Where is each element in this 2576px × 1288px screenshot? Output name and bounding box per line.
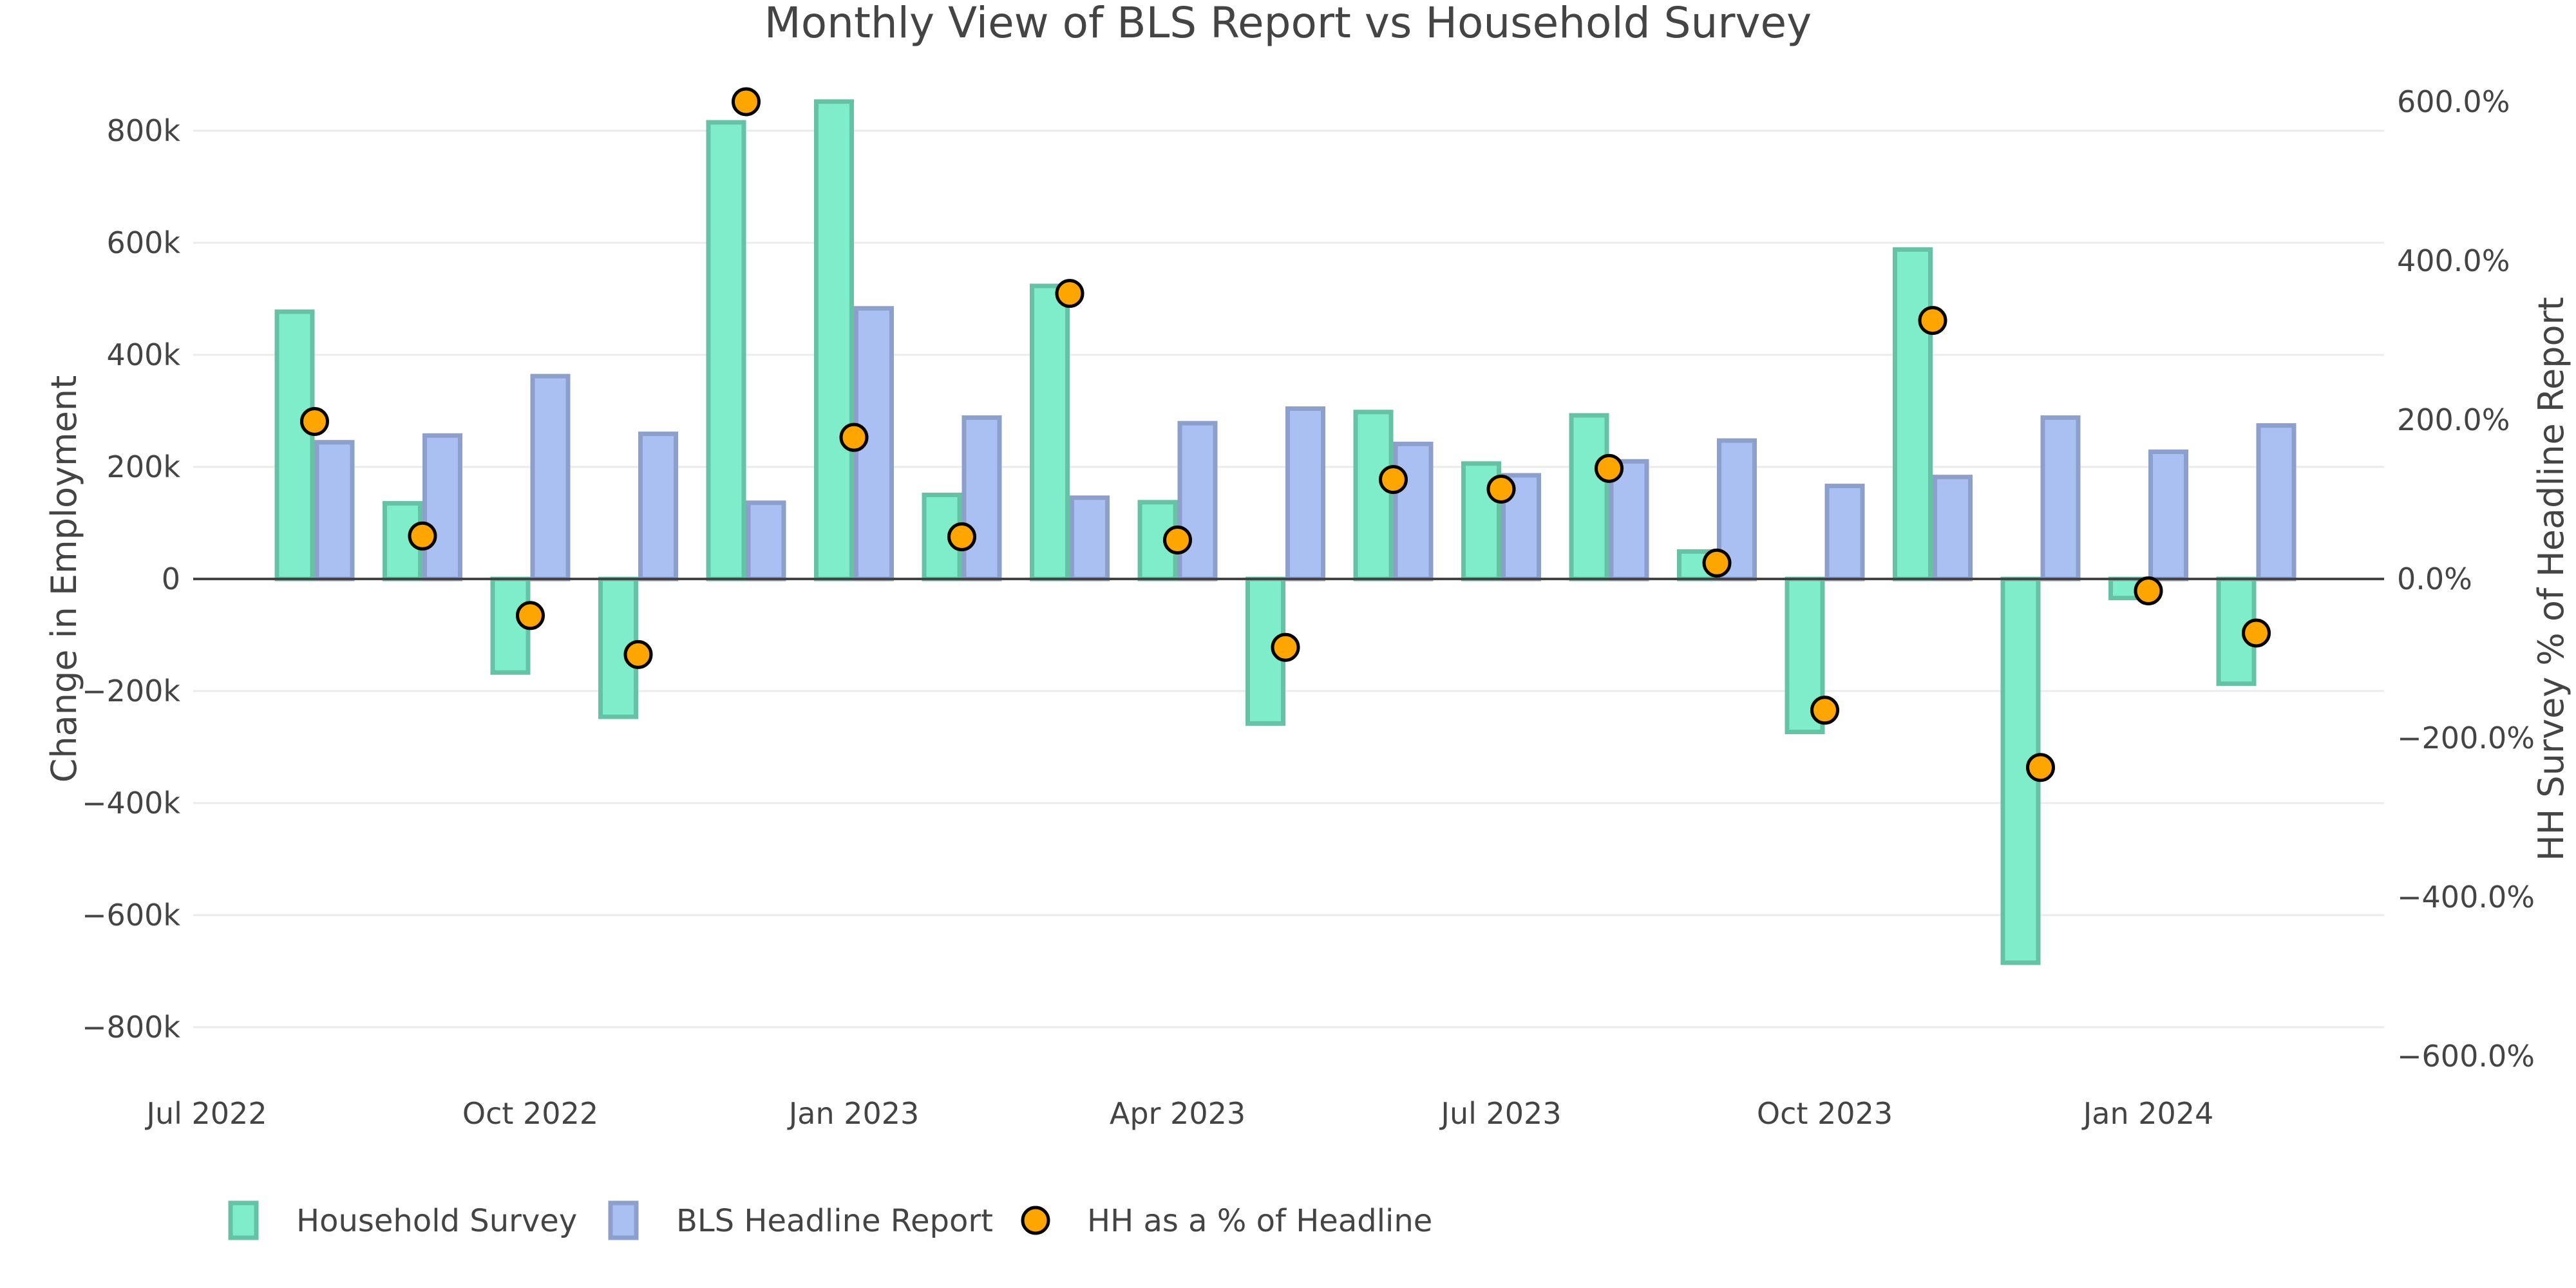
y-tick-label: 200k [107, 450, 181, 484]
bls-headline-bar[interactable] [2148, 450, 2188, 582]
bls-headline-bar[interactable] [314, 440, 355, 582]
bls-headline-bar[interactable] [1285, 406, 1325, 582]
bls-headline-bar[interactable] [530, 374, 571, 582]
y2-tick-label: −600.0% [2397, 1039, 2535, 1074]
hh-percent-point[interactable] [2026, 753, 2055, 782]
hh-percent-point[interactable] [1271, 632, 1300, 662]
bls-headline-bar[interactable] [2256, 423, 2297, 582]
hh-percent-point[interactable] [947, 522, 976, 552]
legend-item-household-survey[interactable]: Household Survey [228, 1200, 577, 1240]
legend-item-hh-percent[interactable]: HH as a % of Headline [1021, 1203, 1432, 1239]
legend: Household Survey BLS Headline Report HH … [228, 1200, 1432, 1240]
bls-headline-bar[interactable] [746, 500, 786, 582]
bls-headline-bar[interactable] [1393, 441, 1434, 582]
y-tick-label: −800k [82, 1010, 180, 1045]
y2-axis-ticks: 600.0% 400.0% 200.0% 0.0% −200.0% −400.0% −600… [2397, 84, 2535, 1074]
x-axis-ticks: Jul 2022 Oct 2022 Jan 2023 Apr 2023 Jul 2023… [144, 1096, 2213, 1131]
y-tick-label: 600k [107, 225, 181, 260]
x-tick-label: Jan 2024 [2081, 1096, 2214, 1131]
x-tick-label: Oct 2022 [462, 1096, 598, 1131]
y-axis-ticks: 800k 600k 400k 200k 0 −200k −400k −600k −800k [82, 113, 180, 1045]
hh-percent-point[interactable] [2134, 576, 2163, 606]
x-tick-label: Jul 2022 [144, 1096, 267, 1131]
bls-headline-bar[interactable] [1824, 484, 1865, 582]
hh-percent-marker-icon [1021, 1206, 1050, 1235]
hh-percent-point[interactable] [839, 422, 869, 452]
household-survey-bar[interactable] [1893, 247, 1933, 582]
x-tick-label: Oct 2023 [1757, 1096, 1893, 1131]
hh-percent-point[interactable] [1595, 453, 1624, 483]
bls-headline-bar[interactable] [2040, 415, 2081, 582]
hh-percent-point[interactable] [2242, 618, 2271, 648]
household-survey-bar[interactable] [814, 99, 854, 582]
y2-tick-label: 0.0% [2397, 562, 2472, 596]
household-survey-bar[interactable] [1785, 576, 1825, 735]
legend-label-bls-headline: BLS Headline Report [676, 1203, 993, 1239]
legend-label-hh-percent: HH as a % of Headline [1087, 1203, 1432, 1239]
hh-percent-point[interactable] [1055, 279, 1084, 308]
hh-percent-point[interactable] [1702, 548, 1732, 578]
household-survey-bar[interactable] [706, 120, 746, 582]
hh-percent-point[interactable] [1163, 525, 1192, 554]
y-tick-label: 400k [107, 337, 181, 372]
bls-headline-bar[interactable] [638, 431, 678, 582]
legend-label-household-survey: Household Survey [296, 1203, 577, 1239]
x-tick-label: Apr 2023 [1110, 1096, 1245, 1131]
bls-headline-bar[interactable] [1177, 421, 1218, 582]
household-survey-bar[interactable] [274, 309, 315, 582]
bls-headline-bar[interactable] [1717, 438, 1757, 582]
y-tick-label: −400k [82, 786, 180, 820]
bls-headline-bar[interactable] [422, 433, 462, 582]
bls-headline-bar[interactable] [1933, 475, 1973, 582]
legend-item-bls-headline[interactable]: BLS Headline Report [608, 1200, 993, 1240]
household-survey-swatch-icon [228, 1200, 259, 1240]
y-tick-label: −600k [82, 898, 180, 933]
hh-percent-point[interactable] [1810, 696, 1839, 725]
points [300, 87, 2271, 782]
hh-percent-point[interactable] [300, 406, 329, 436]
y2-tick-label: 600.0% [2397, 84, 2510, 119]
hh-percent-point[interactable] [623, 639, 653, 669]
y2-axis-title: HH Survey % of Headline Report [2531, 297, 2571, 861]
y2-tick-label: 400.0% [2397, 243, 2510, 278]
hh-percent-point[interactable] [732, 87, 761, 117]
hh-percent-point[interactable] [516, 601, 545, 630]
household-survey-bar[interactable] [1030, 283, 1070, 582]
x-tick-label: Jul 2023 [1439, 1096, 1561, 1131]
y2-tick-label: 200.0% [2397, 402, 2510, 437]
y-tick-label: 0 [162, 562, 180, 596]
y2-tick-label: −400.0% [2397, 880, 2535, 914]
y-axis-title: Change in Employment [44, 375, 84, 783]
hh-percent-point[interactable] [408, 521, 437, 551]
y-tick-label: 800k [107, 113, 181, 148]
bls-headline-bar[interactable] [961, 415, 1002, 582]
hh-percent-point[interactable] [1379, 465, 1408, 495]
hh-percent-point[interactable] [1918, 306, 1947, 336]
bls-headline-swatch-icon [608, 1200, 639, 1240]
hh-percent-point[interactable] [1486, 474, 1516, 504]
y2-tick-label: −200.0% [2397, 721, 2535, 755]
household-survey-bar[interactable] [1569, 413, 1609, 582]
household-survey-bar[interactable] [1353, 410, 1394, 582]
bls-headline-bar[interactable] [1070, 495, 1110, 582]
x-tick-label: Jan 2023 [787, 1096, 920, 1131]
y-tick-label: −200k [82, 674, 180, 708]
chart-title: Monthly View of BLS Report vs Household … [764, 0, 1812, 48]
